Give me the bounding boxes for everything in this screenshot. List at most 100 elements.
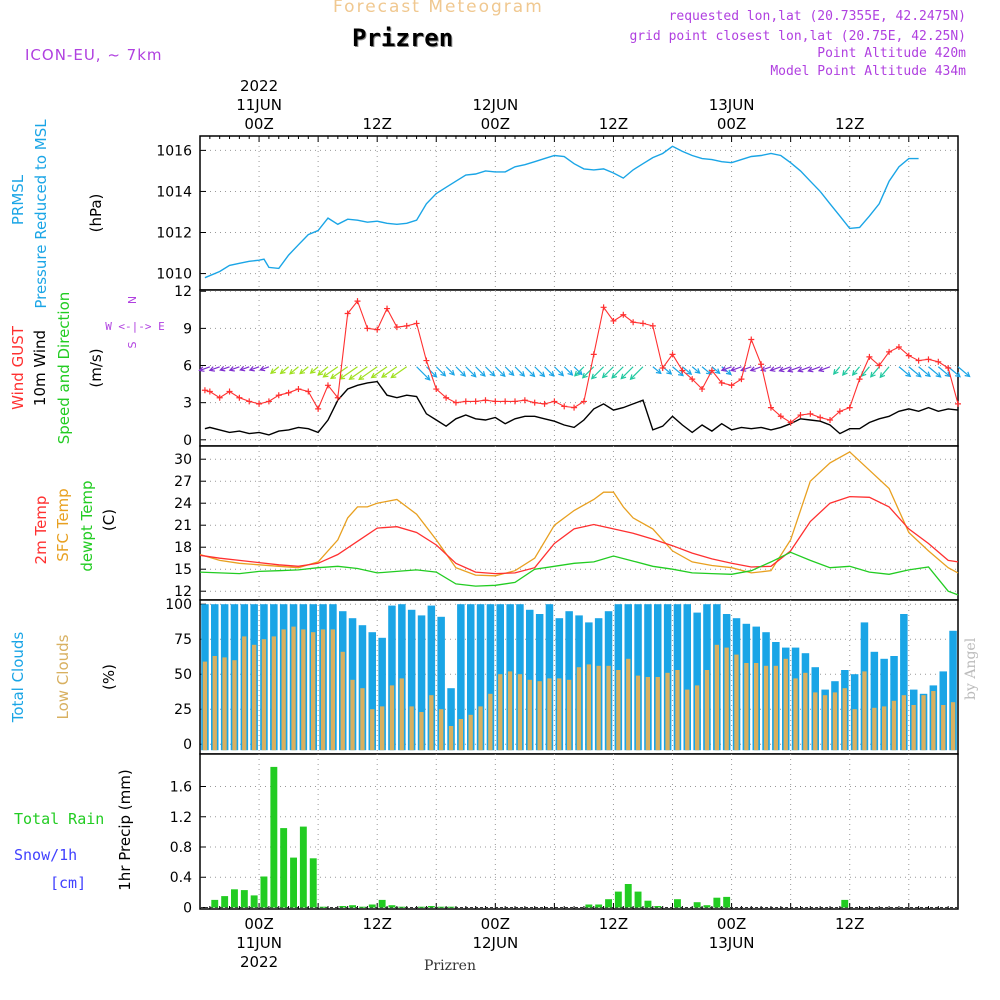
low-cloud-bar — [458, 719, 463, 751]
wind-arrow — [544, 366, 555, 377]
low-cloud-bar — [419, 712, 424, 751]
low-cloud-bar — [734, 654, 739, 751]
total-cloud-bar — [427, 605, 436, 751]
low-cloud-bar — [202, 661, 208, 751]
gust-marker — [561, 403, 568, 410]
wind-speed-line — [204, 380, 959, 436]
time-label: 12Z — [835, 915, 864, 933]
rain-bar — [437, 906, 445, 908]
wind-unit: (m/s) — [87, 348, 105, 387]
gust-title: Wind GUST — [9, 325, 27, 410]
low-cloud-bar — [665, 672, 670, 751]
wind-arrow — [787, 366, 801, 372]
gust-marker — [738, 376, 745, 383]
gust-marker — [571, 404, 578, 411]
wind-arrow-head — [620, 373, 627, 380]
wind-arrow-head — [198, 366, 205, 372]
low-cloud-bar — [488, 693, 493, 751]
total-cloud-bar — [949, 630, 957, 751]
rain-bar — [388, 905, 396, 908]
wind-arrow — [299, 366, 309, 375]
gust-marker — [236, 394, 243, 401]
low-cloud-bar — [212, 656, 217, 751]
wind-arrow-head — [539, 371, 546, 378]
gust-marker — [777, 413, 784, 420]
low-cloud-bar — [872, 707, 877, 751]
low-cloud-bar — [291, 626, 296, 751]
total-clouds-title: Total Clouds — [9, 632, 27, 724]
low-cloud-bar — [941, 705, 946, 751]
low-cloud-bar — [232, 660, 237, 751]
rain-bar — [378, 899, 386, 908]
wind-arrow-head — [729, 366, 737, 372]
rain-bar — [674, 899, 681, 908]
gust-marker — [590, 351, 597, 358]
low-cloud-bar — [695, 685, 700, 751]
wind-arrow-head — [390, 372, 397, 379]
wind-arrow — [918, 366, 931, 377]
wind-arrow — [260, 366, 270, 371]
wind-arrow-head — [705, 369, 712, 376]
wind-arrow — [416, 366, 431, 381]
wind-arrow-head — [879, 372, 886, 379]
grid-coords: grid point closest lon,lat (20.75E, 42.2… — [629, 29, 966, 44]
low-cloud-bar — [626, 658, 631, 751]
wind-arrow-head — [322, 372, 329, 378]
time-label: 12Z — [599, 115, 628, 133]
temp-unit: (C) — [100, 509, 118, 531]
wind-arrow-head — [807, 366, 814, 373]
gust-marker — [945, 365, 952, 371]
wind-arrow — [475, 366, 486, 377]
wind-arrow — [852, 366, 861, 376]
low-cloud-bar — [773, 665, 778, 751]
gust-marker — [630, 319, 637, 326]
gust-marker — [728, 382, 735, 389]
wind-arrow-head — [380, 372, 387, 378]
low-cloud-bar — [498, 674, 503, 751]
total-cloud-bar — [683, 604, 691, 751]
total-cloud-bar — [880, 658, 888, 751]
wind-arrow-head — [778, 366, 785, 373]
rain-bar — [231, 889, 238, 908]
requested-coords: requested lon,lat (20.7355E, 42.2475N) — [668, 9, 966, 24]
rain-bar — [634, 891, 642, 908]
y-tick-label: 0 — [183, 737, 192, 753]
gust-marker — [521, 397, 528, 404]
watermark: by Angel — [963, 637, 979, 700]
rain-bar — [418, 906, 425, 908]
gust-marker — [403, 322, 410, 329]
wind-arrow — [691, 366, 701, 374]
low-cloud-bar — [557, 678, 562, 751]
low-cloud-bar — [645, 677, 650, 751]
sfc-temp-title: SFC Temp — [54, 488, 72, 561]
wind-arrow — [798, 366, 811, 372]
wind-arrow — [209, 366, 220, 371]
gust-marker — [374, 326, 381, 333]
wind-arrow — [779, 366, 791, 372]
wind-arrow — [494, 366, 506, 377]
low-cloud-bar — [842, 688, 847, 751]
total-cloud-bar — [388, 605, 396, 751]
gust-marker — [827, 417, 834, 423]
low-cloud-bar — [350, 679, 355, 751]
wind-arrow-head — [208, 366, 215, 372]
rain-bar — [447, 906, 455, 908]
rain-bar — [644, 900, 652, 908]
rain-bar — [585, 904, 593, 908]
wind-arrow — [465, 366, 477, 378]
wind-arrow-head — [841, 369, 848, 376]
gust-marker — [876, 362, 883, 369]
wind-arrow — [908, 366, 922, 378]
wind-arrow — [681, 366, 692, 375]
wind-arrow-head — [666, 369, 673, 375]
gust-marker — [472, 398, 479, 405]
wind-arrow — [652, 366, 662, 374]
wind-arrow-head — [499, 371, 506, 378]
wind-arrow — [563, 366, 573, 376]
time-label: 11JUN — [236, 934, 282, 952]
gust-marker — [610, 317, 617, 324]
low-cloud-bar — [527, 679, 532, 751]
low-cloud-bar — [724, 647, 729, 751]
wind-arrow-head — [725, 369, 732, 376]
